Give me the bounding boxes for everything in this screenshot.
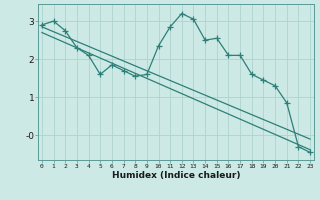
X-axis label: Humidex (Indice chaleur): Humidex (Indice chaleur) xyxy=(112,171,240,180)
